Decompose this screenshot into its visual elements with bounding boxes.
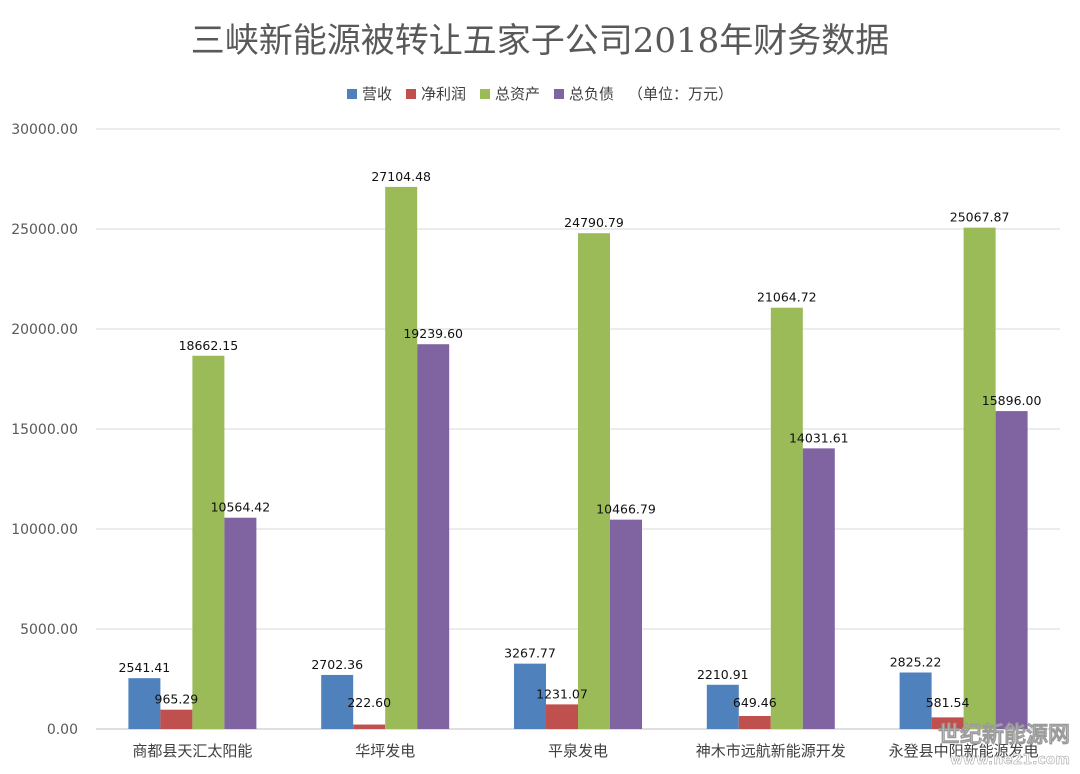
bar [770, 307, 803, 729]
watermark-title: 世纪新能源网 [938, 722, 1070, 748]
x-category-label: 平泉发电 [548, 742, 608, 760]
data-label: 15896.00 [982, 393, 1042, 408]
bar [353, 724, 386, 729]
y-tick-label: 5000.00 [20, 622, 78, 638]
data-label: 10564.42 [211, 500, 271, 515]
data-label: 649.46 [733, 695, 777, 710]
unit-note: （单位：万元） [628, 85, 733, 103]
data-label: 24790.79 [564, 215, 624, 230]
data-label: 222.60 [347, 695, 391, 710]
bar [514, 663, 546, 729]
y-tick-label: 25000.00 [11, 222, 78, 238]
bar [546, 704, 578, 729]
data-label: 581.54 [926, 695, 970, 710]
legend: 营收 净利润 总资产 总负债 （单位：万元） [347, 85, 733, 103]
bar [578, 233, 610, 729]
bar [995, 411, 1028, 729]
bar [931, 717, 964, 729]
bar [738, 716, 771, 729]
bar [128, 678, 161, 729]
watermark: 世纪新能源网 www.ne21.com [938, 722, 1071, 769]
bar [802, 448, 835, 729]
y-tick-label: 20000.00 [11, 322, 78, 338]
bar [224, 517, 257, 729]
bar [706, 684, 739, 729]
bar [192, 355, 225, 729]
x-category-label: 神木市远航新能源开发 [696, 742, 846, 760]
bar [385, 186, 418, 729]
data-label: 3267.77 [504, 646, 556, 661]
y-tick-label: 30000.00 [11, 122, 78, 138]
bar [610, 519, 642, 729]
legend-label: 总资产 [495, 85, 540, 103]
watermark-url: www.ne21.com [950, 752, 1070, 768]
x-category-label: 商都县天汇太阳能 [132, 742, 252, 760]
bar [160, 709, 193, 729]
data-label: 25067.87 [950, 210, 1010, 225]
data-label: 2702.36 [311, 657, 363, 672]
y-tick-label: 10000.00 [11, 522, 78, 538]
data-label: 2541.41 [119, 660, 171, 675]
legend-label: 净利润 [421, 85, 466, 103]
data-label: 18662.15 [179, 338, 239, 353]
data-label: 10466.79 [596, 502, 656, 517]
legend-swatch [406, 89, 416, 99]
legend-label: 营收 [362, 85, 392, 103]
data-label: 27104.48 [371, 169, 431, 184]
data-label: 14031.61 [789, 430, 849, 445]
x-axis: 商都县天汇太阳能 华坪发电 平泉发电 神木市远航新能源开发 永登县中阳新能源发电 [132, 742, 1038, 760]
data-label: 965.29 [155, 692, 199, 707]
data-label: 1231.07 [536, 686, 588, 701]
legend-swatch [480, 89, 490, 99]
chart-title: 三峡新能源被转让五家子公司2018年财务数据 [191, 21, 890, 61]
legend-swatch [347, 89, 357, 99]
bar [899, 672, 932, 729]
data-label: 21064.72 [757, 290, 817, 305]
x-category-label: 永登县中阳新能源发电 [889, 742, 1039, 760]
data-label: 19239.60 [403, 326, 463, 341]
data-label: 2825.22 [890, 654, 942, 669]
bar [963, 227, 996, 730]
y-tick-label: 0.00 [47, 722, 78, 738]
y-axis: 0.00 5000.00 10000.00 15000.00 20000.00 25000… [11, 122, 78, 738]
data-label: 2210.91 [697, 667, 749, 682]
y-tick-label: 15000.00 [11, 422, 78, 438]
bar [417, 344, 450, 729]
bars [128, 186, 1028, 730]
legend-swatch [554, 89, 564, 99]
legend-label: 总负债 [569, 85, 614, 103]
x-category-label: 华坪发电 [355, 742, 415, 760]
bar [321, 674, 354, 729]
data-labels: 2541.41 965.29 18662.15 10564.42 2702.36 222.… [119, 169, 1042, 710]
